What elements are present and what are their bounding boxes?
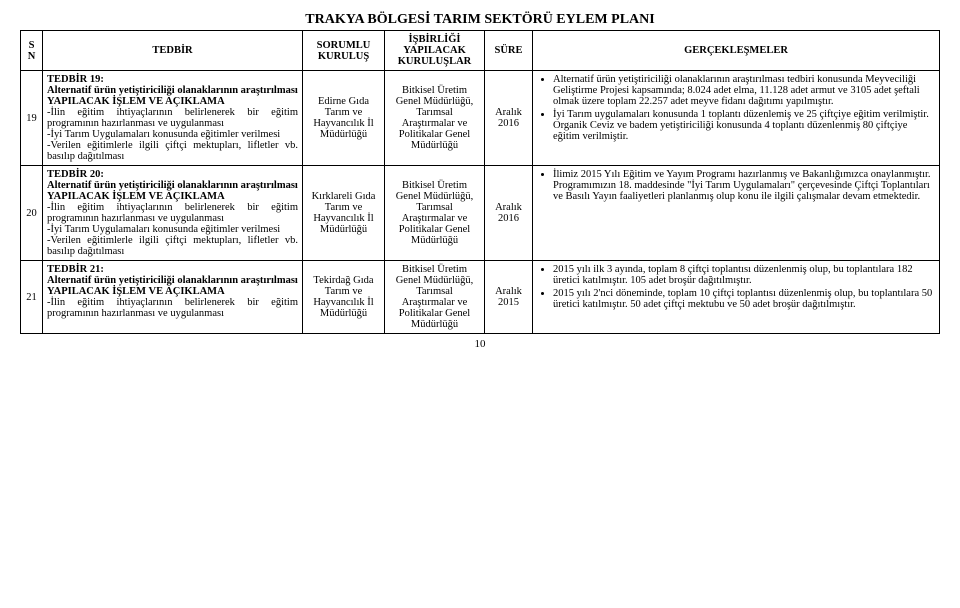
gercek-item: İyi Tarım uygulamaları konusunda 1 topla… xyxy=(553,109,935,142)
cell-isbirligi: Bitkisel Üretim Genel Müdürlüğü, Tarımsa… xyxy=(385,166,485,261)
table-row: 21TEDBİR 21:Alternatif ürün yetiştiricil… xyxy=(21,261,940,334)
cell-sure: Aralık 2016 xyxy=(485,166,533,261)
cell-sure: Aralık 2015 xyxy=(485,261,533,334)
cell-gercek: İlimiz 2015 Yılı Eğitim ve Yayım Program… xyxy=(533,166,940,261)
cell-sure: Aralık 2016 xyxy=(485,71,533,166)
cell-sorumlu: Tekirdağ Gıda Tarım ve Hayvancılık İl Mü… xyxy=(303,261,385,334)
header-tedbir: TEDBİR xyxy=(43,31,303,71)
cell-isbirligi: Bitkisel Üretim Genel Müdürlüğü, Tarımsa… xyxy=(385,71,485,166)
header-sn: S N xyxy=(21,31,43,71)
cell-sn: 21 xyxy=(21,261,43,334)
gercek-item: 2015 yılı 2'nci döneminde, toplam 10 çif… xyxy=(553,288,935,310)
page-title: TRAKYA BÖLGESİ TARIM SEKTÖRÜ EYLEM PLANI xyxy=(20,12,940,28)
cell-tedbir: TEDBİR 20:Alternatif ürün yetiştiriciliğ… xyxy=(43,166,303,261)
cell-sorumlu: Kırklareli Gıda Tarım ve Hayvancılık İl … xyxy=(303,166,385,261)
action-plan-table: S N TEDBİR SORUMLU KURULUŞ İŞBİRLİĞİ YAP… xyxy=(20,30,940,334)
header-gercek: GERÇEKLEŞMELER xyxy=(533,31,940,71)
cell-tedbir: TEDBİR 21:Alternatif ürün yetiştiriciliğ… xyxy=(43,261,303,334)
cell-gercek: 2015 yılı ilk 3 ayında, toplam 8 çiftçi … xyxy=(533,261,940,334)
header-sure: SÜRE xyxy=(485,31,533,71)
cell-gercek: Alternatif ürün yetiştiriciliği olanakla… xyxy=(533,71,940,166)
header-isbirligi: İŞBİRLİĞİ YAPILACAK KURULUŞLAR xyxy=(385,31,485,71)
cell-sorumlu: Edirne Gıda Tarım ve Hayvancılık İl Müdü… xyxy=(303,71,385,166)
page-number: 10 xyxy=(20,338,940,350)
gercek-item: İlimiz 2015 Yılı Eğitim ve Yayım Program… xyxy=(553,169,935,202)
table-header-row: S N TEDBİR SORUMLU KURULUŞ İŞBİRLİĞİ YAP… xyxy=(21,31,940,71)
gercek-item: 2015 yılı ilk 3 ayında, toplam 8 çiftçi … xyxy=(553,264,935,286)
cell-tedbir: TEDBİR 19:Alternatif ürün yetiştiriciliğ… xyxy=(43,71,303,166)
table-row: 20TEDBİR 20:Alternatif ürün yetiştiricil… xyxy=(21,166,940,261)
table-row: 19TEDBİR 19:Alternatif ürün yetiştiricil… xyxy=(21,71,940,166)
cell-sn: 20 xyxy=(21,166,43,261)
gercek-item: Alternatif ürün yetiştiriciliği olanakla… xyxy=(553,74,935,107)
cell-sn: 19 xyxy=(21,71,43,166)
header-sorumlu: SORUMLU KURULUŞ xyxy=(303,31,385,71)
cell-isbirligi: Bitkisel Üretim Genel Müdürlüğü, Tarımsa… xyxy=(385,261,485,334)
